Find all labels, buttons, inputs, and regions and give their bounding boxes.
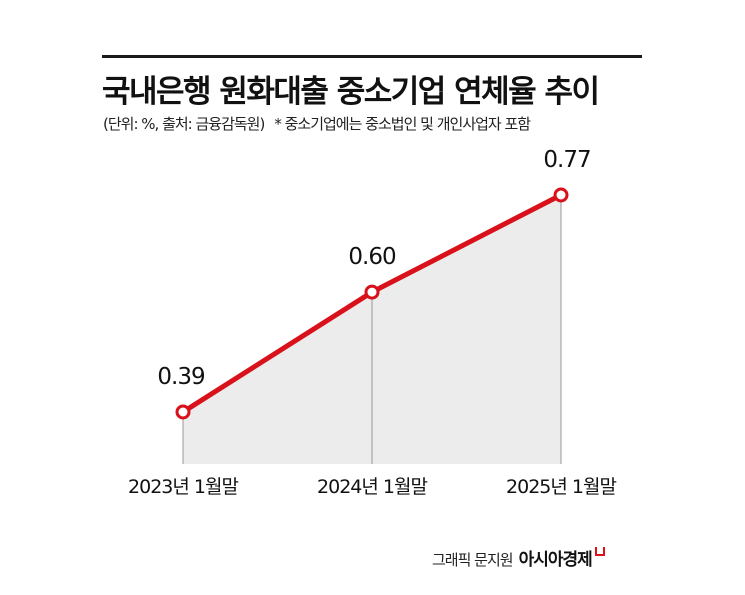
credit: 그래픽 문지원 아시아경제 (432, 545, 605, 570)
value-label: 0.77 (543, 147, 591, 173)
brand-logo: 아시아경제 (518, 550, 593, 570)
footnote: * 중소기업에는 중소법인 및 개인사업자 포함 (274, 115, 531, 133)
data-markers (175, 187, 569, 420)
data-point-marker (364, 284, 380, 300)
x-axis-label: 2023년 1월말 (128, 476, 239, 498)
unit-source: (단위: %, 출처: 금융감독원) (103, 115, 265, 133)
x-axis-label: 2025년 1월말 (506, 476, 617, 498)
data-point-marker (553, 187, 569, 203)
top-rule (102, 55, 642, 58)
chart-subtitle: (단위: %, 출처: 금융감독원) * 중소기업에는 중소법인 및 개인사업자 … (103, 113, 531, 134)
data-point-marker (175, 404, 191, 420)
value-label: 0.39 (157, 364, 205, 390)
brand-mark-icon (594, 547, 605, 556)
x-axis-label: 2024년 1월말 (317, 476, 428, 498)
credit-text: 그래픽 문지원 (432, 551, 514, 569)
value-label: 0.60 (348, 244, 396, 271)
chart-title: 국내은행 원화대출 중소기업 연체율 추이 (102, 74, 600, 110)
guide-lines (182, 195, 562, 464)
